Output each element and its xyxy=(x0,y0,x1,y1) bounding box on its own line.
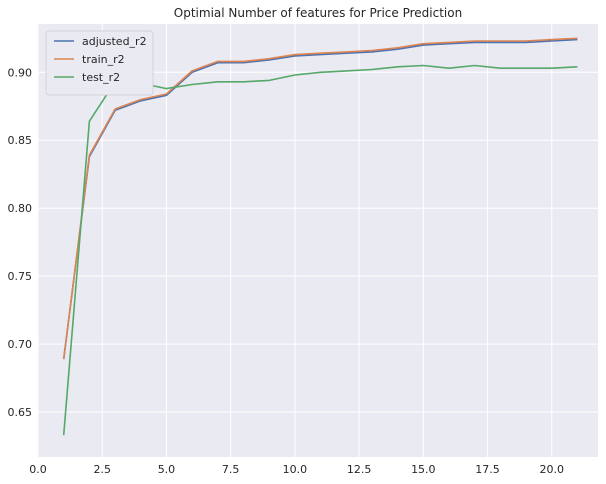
legend-label: test_r2 xyxy=(82,71,120,84)
x-tick-label: 7.5 xyxy=(222,463,240,476)
x-tick-label: 5.0 xyxy=(158,463,176,476)
y-tick-label: 0.70 xyxy=(8,338,33,351)
series-line-adjusted-r2 xyxy=(62,38,578,360)
x-tick-label: 10.0 xyxy=(283,463,308,476)
legend-label: adjusted_r2 xyxy=(82,35,147,48)
x-tick-label: 12.5 xyxy=(347,463,372,476)
x-tick-label: 2.5 xyxy=(93,463,111,476)
chart-title: Optimial Number of features for Price Pr… xyxy=(174,6,462,20)
legend-label: train_r2 xyxy=(82,53,125,66)
y-tick-label: 0.85 xyxy=(8,134,33,147)
y-tick-label: 0.90 xyxy=(8,66,33,79)
x-tick-labels: 0.0 2.5 5.0 7.5 10.0 12.5 15.0 17.5 20.0 xyxy=(29,463,564,476)
plot-background xyxy=(38,24,598,457)
y-tick-label: 0.65 xyxy=(8,406,33,419)
y-tick-label: 0.80 xyxy=(8,202,33,215)
x-tick-label: 20.0 xyxy=(540,463,565,476)
x-tick-label: 0.0 xyxy=(29,463,47,476)
legend-box xyxy=(45,30,154,96)
series-line-train-r2 xyxy=(62,37,578,360)
legend: adjusted_r2 train_r2 test_r2 xyxy=(45,30,154,96)
y-tick-labels: 0.65 0.70 0.75 0.80 0.85 0.90 xyxy=(8,66,33,419)
x-tick-label: 15.0 xyxy=(411,463,436,476)
y-tick-label: 0.75 xyxy=(8,270,33,283)
x-tick-label: 17.5 xyxy=(475,463,500,476)
